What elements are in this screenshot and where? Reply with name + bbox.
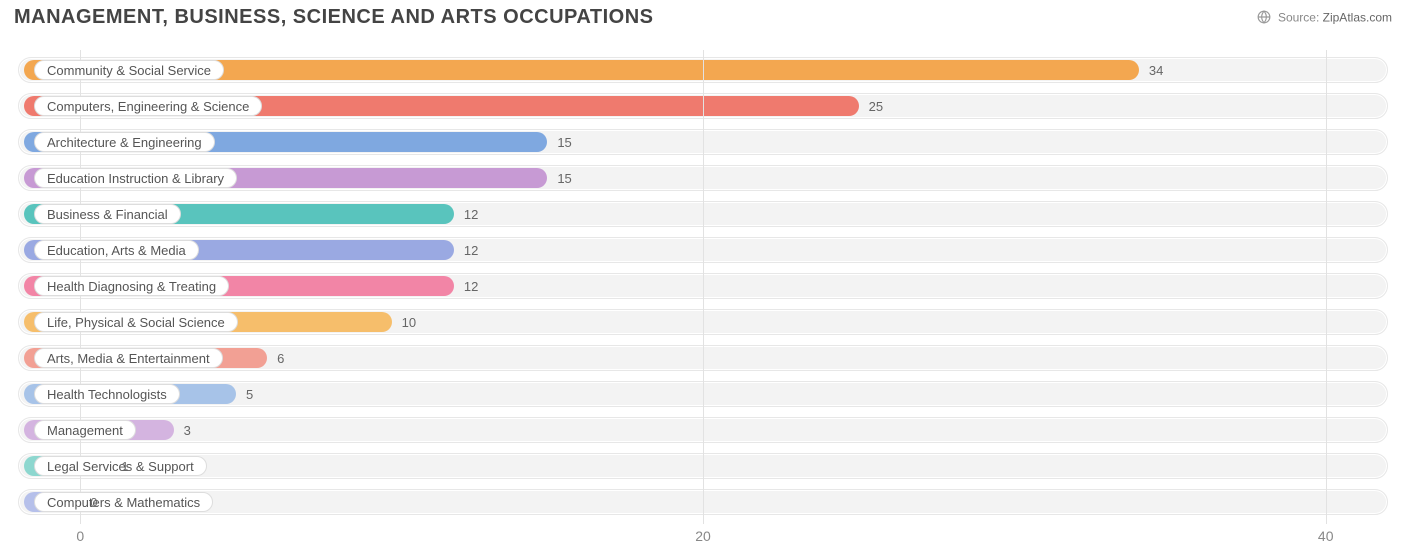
- category-label: Management: [34, 420, 136, 440]
- category-label: Business & Financial: [34, 204, 181, 224]
- category-label: Life, Physical & Social Science: [34, 312, 238, 332]
- occupations-chart: Community & Social Service 34 Computers, E…: [12, 40, 1394, 552]
- value-label: 5: [246, 379, 253, 409]
- value-label: 25: [869, 91, 883, 121]
- category-label: Computers, Engineering & Science: [34, 96, 262, 116]
- globe-icon: [1257, 10, 1271, 27]
- value-label: 0: [90, 487, 97, 517]
- value-label: 1: [121, 451, 128, 481]
- x-axis: 0 20 40: [12, 526, 1394, 552]
- value-label: 15: [557, 163, 571, 193]
- value-label: 10: [402, 307, 416, 337]
- x-tick-label: 20: [695, 528, 711, 544]
- category-label: Health Diagnosing & Treating: [34, 276, 229, 296]
- x-tick-label: 0: [76, 528, 84, 544]
- value-label: 12: [464, 199, 478, 229]
- plot-area: Community & Social Service 34 Computers, E…: [12, 50, 1394, 522]
- source-site: ZipAtlas.com: [1323, 11, 1392, 25]
- category-label: Health Technologists: [34, 384, 180, 404]
- category-label: Legal Services & Support: [34, 456, 207, 476]
- value-label: 3: [184, 415, 191, 445]
- value-label: 6: [277, 343, 284, 373]
- x-tick-label: 40: [1318, 528, 1334, 544]
- category-label: Computers & Mathematics: [34, 492, 213, 512]
- source-label: Source:: [1278, 11, 1319, 25]
- gridline: [1326, 50, 1327, 524]
- value-label: 15: [557, 127, 571, 157]
- value-label: 12: [464, 235, 478, 265]
- gridline: [703, 50, 704, 524]
- value-label: 34: [1149, 55, 1163, 85]
- category-label: Community & Social Service: [34, 60, 224, 80]
- page-title: MANAGEMENT, BUSINESS, SCIENCE AND ARTS O…: [14, 6, 653, 29]
- value-label: 12: [464, 271, 478, 301]
- category-label: Education Instruction & Library: [34, 168, 237, 188]
- source-attribution: Source: ZipAtlas.com: [1257, 10, 1392, 27]
- category-label: Arts, Media & Entertainment: [34, 348, 223, 368]
- category-label: Architecture & Engineering: [34, 132, 215, 152]
- category-label: Education, Arts & Media: [34, 240, 199, 260]
